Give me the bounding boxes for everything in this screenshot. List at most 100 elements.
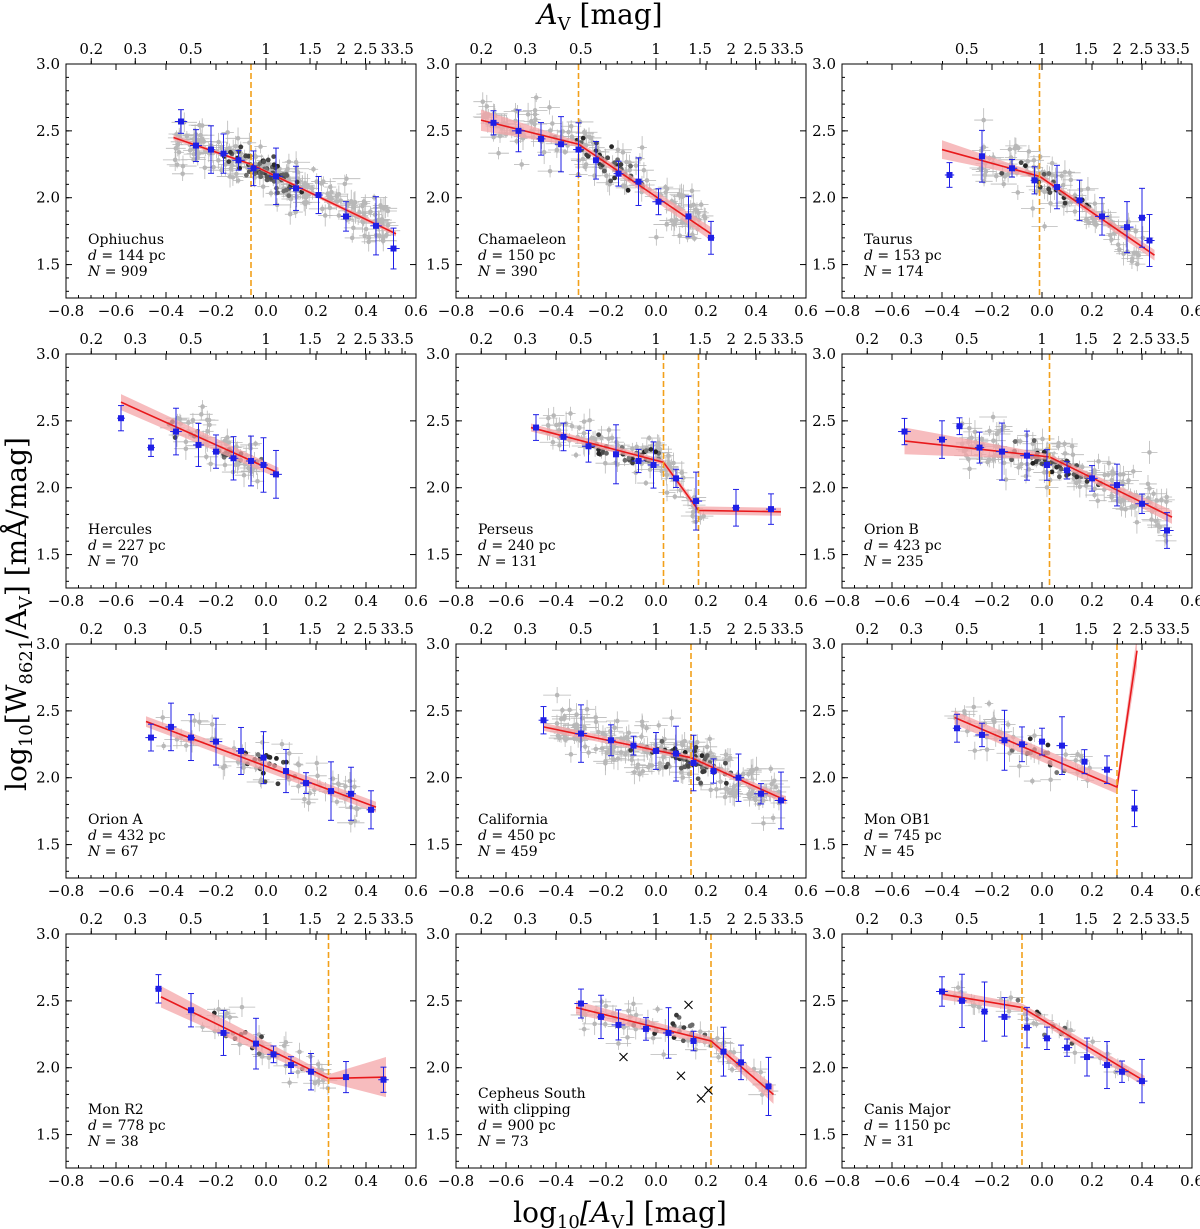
star-point	[612, 725, 617, 731]
binned-point	[999, 448, 1005, 455]
x-tick-label: −0.4	[538, 882, 574, 900]
star-point	[1001, 460, 1007, 466]
y-tick-label: 2.0	[426, 479, 450, 497]
binned-means	[117, 405, 282, 499]
star-point-dense	[580, 135, 586, 141]
star-point	[172, 157, 178, 163]
plot-area	[530, 354, 782, 588]
x-tick-label: 0.2	[304, 592, 328, 610]
star-point	[208, 461, 213, 467]
panel-perseus: −0.8 −0.6 −0.4 −0.2 0.0 0.2 0.4 0.6 1.5 2.0 2.5 3.0…	[426, 330, 818, 610]
star-point	[991, 438, 996, 444]
star-point	[343, 784, 348, 789]
star-point	[247, 442, 253, 448]
star-point	[268, 191, 274, 196]
y-tick-label: 2.5	[36, 702, 60, 720]
star-point	[607, 748, 612, 753]
star-point-dense	[261, 159, 267, 165]
y-tick-label: 2.5	[36, 412, 60, 430]
star-point	[348, 820, 354, 826]
top-tick-label: 2	[1112, 40, 1122, 58]
binned-point	[343, 213, 349, 220]
star-point	[1162, 533, 1168, 538]
top-tick-label: 1	[1037, 40, 1047, 58]
star-point	[352, 784, 357, 790]
panel-grid: −0.8 −0.6 −0.4 −0.2 0.0 0.2 0.4 0.6 1.5 2.0 2.5 3.0…	[36, 40, 1200, 1190]
binned-point	[273, 173, 279, 180]
binned-point	[538, 135, 544, 142]
star-point	[533, 95, 539, 100]
star-point	[769, 781, 774, 787]
star-point-dense	[271, 162, 277, 168]
star-point	[1102, 472, 1107, 478]
star-point	[344, 176, 349, 181]
top-tick-label: 3.5	[780, 40, 804, 58]
star-point	[1070, 452, 1076, 457]
top-tick-label: 3.5	[780, 620, 804, 638]
binned-point	[578, 730, 584, 737]
fit-confidence-band	[121, 394, 279, 479]
star-point	[550, 439, 556, 445]
star-point	[972, 748, 978, 753]
x-tick-label: 0.6	[404, 592, 428, 610]
star-point	[582, 164, 588, 170]
top-tick-label: 0.2	[469, 330, 493, 348]
region-distance: d = 150 pc	[478, 248, 556, 264]
top-tick-label: 1	[651, 330, 661, 348]
star-point-dense	[628, 163, 633, 169]
top-tick-label: 2.5	[744, 330, 768, 348]
star-point	[497, 133, 503, 139]
x-tick-label: −0.8	[438, 882, 474, 900]
x-tick-label: 0.0	[254, 302, 278, 320]
top-tick-label: 1	[261, 620, 271, 638]
star-point	[1159, 497, 1164, 503]
plot-area	[117, 394, 282, 499]
top-tick-label: 1.5	[688, 40, 712, 58]
star-point	[694, 739, 700, 745]
star-point	[647, 467, 653, 472]
binned-point	[630, 742, 637, 749]
binned-point	[1139, 214, 1145, 221]
y-tick-label: 2.0	[812, 479, 836, 497]
top-tick-label: 1	[651, 620, 661, 638]
binned-point	[558, 141, 564, 148]
region-annotation: Orion Ad = 432 pcN = 67	[87, 812, 166, 860]
star-point	[1025, 159, 1031, 164]
star-point	[380, 238, 386, 243]
star-point	[581, 419, 587, 424]
star-point	[770, 815, 776, 821]
top-tick-label: 0.5	[955, 330, 979, 348]
binned-point	[220, 150, 227, 157]
star-point	[253, 154, 259, 159]
star-point-dense	[663, 764, 669, 770]
star-point-dense	[1047, 190, 1053, 196]
star-point	[314, 760, 320, 766]
star-point	[698, 202, 704, 207]
star-point	[672, 494, 678, 499]
top-tick-label: 2.5	[354, 330, 378, 348]
star-point	[285, 166, 291, 172]
star-point	[334, 193, 340, 199]
star-point	[1026, 467, 1032, 472]
y-tick-label: 3.0	[36, 635, 60, 653]
region-distance: d = 153 pc	[864, 248, 942, 264]
star-point	[635, 762, 641, 768]
star-point	[641, 167, 647, 173]
binned-point	[1099, 213, 1105, 220]
binned-point	[758, 790, 764, 797]
fit-confidence-band	[543, 722, 786, 805]
binned-point	[235, 157, 242, 164]
binned-point	[390, 245, 397, 252]
star-point	[1023, 473, 1029, 479]
star-point	[286, 159, 292, 165]
y-tick-label: 1.5	[426, 256, 450, 274]
star-point	[1109, 477, 1115, 483]
star-point	[216, 139, 221, 145]
star-point	[1106, 460, 1112, 466]
binned-point	[956, 423, 963, 430]
top-tick-label: 0.2	[79, 620, 103, 638]
top-tick-label: 3	[381, 330, 391, 348]
